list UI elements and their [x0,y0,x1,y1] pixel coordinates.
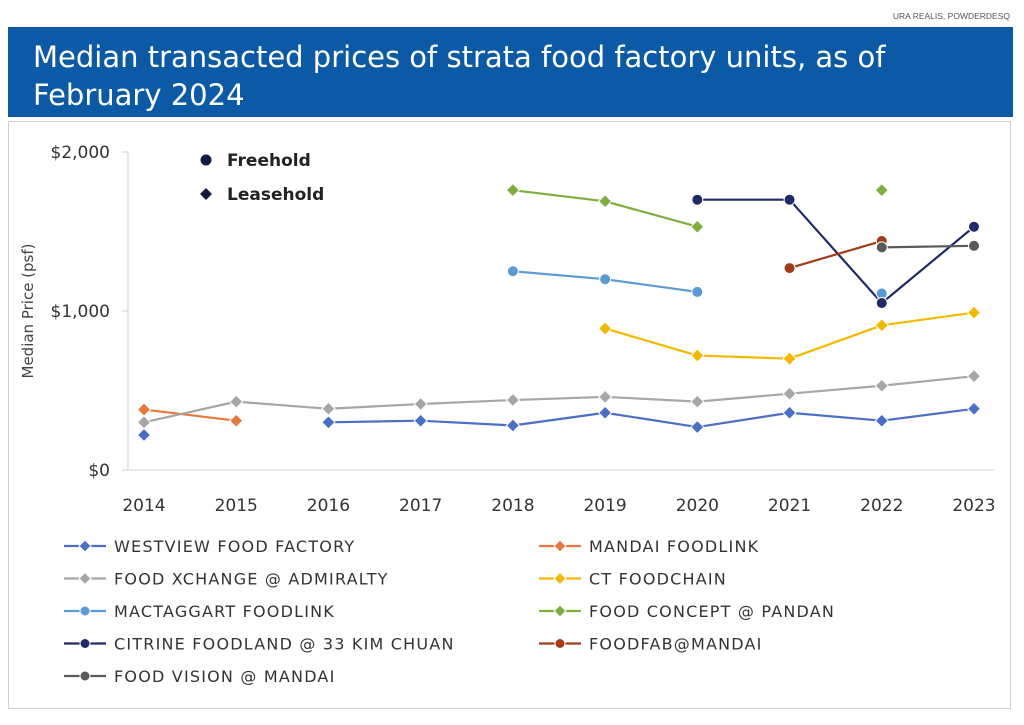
point-westview-food-factory [597,405,613,420]
legend-label-ct-foodchain: CT FOODCHAIN [589,570,727,589]
legend-marker-citrine-foodland-33-kim-chuan [79,638,91,649]
point-food-xchange-admiralty [136,415,152,430]
leasehold-marker-icon [200,188,212,200]
legend-label-mactaggart-foodlink: MACTAGGART FOODLINK [114,602,335,621]
legend-label-foodfab-mandai: FOODFAB@MANDAI [589,635,763,654]
legend-marker-ct-foodchain [553,571,567,586]
point-mactaggart-foodlink [506,265,519,278]
point-ct-foodchain [690,348,705,363]
series-line-westview-food-factory [328,407,975,429]
point-food-xchange-admiralty [874,378,889,393]
point-westview-food-factory [874,413,889,428]
freehold-label: Freehold [227,151,311,171]
point-mactaggart-foodlink [599,273,612,286]
point-citrine-foodland-33-kim-chuan [691,193,704,206]
x-tick-label: 2018 [491,496,534,516]
series-line-mandai-foodlink [143,408,237,422]
point-westview-food-factory [966,401,982,416]
point-citrine-foodland-33-kim-chuan [875,297,888,310]
point-food-xchange-admiralty [229,394,244,409]
point-ct-foodchain [782,351,797,366]
legend-label-food-xchange-admiralty: FOOD XCHANGE @ ADMIRALTY [114,570,389,589]
point-ct-foodchain [597,321,613,336]
legend-marker-food-vision-mandai [79,670,91,682]
line-chart: $0 $1,000 $2,000 2014 2015 2016 2017 2018 2019 20… [19,143,996,686]
point-food-xchange-admiralty [321,401,336,416]
point-citrine-foodland-33-kim-chuan [783,193,796,206]
series-line-food-xchange-admiralty [143,375,975,424]
x-tick-label: 2022 [860,496,903,516]
point-mactaggart-foodlink [691,285,704,298]
series-line-food-vision-mandai [881,244,975,249]
point-westview-food-factory [782,405,797,420]
chart-title: Median transacted prices of strata food … [33,40,886,112]
point-food-concept-pandan [874,182,889,198]
x-tick-label: 2014 [122,496,165,516]
point-westview-food-factory [690,419,705,435]
freehold-marker-icon [200,154,212,166]
point-food-xchange-admiralty [690,394,705,409]
y-tick-label: $1,000 [51,302,110,322]
title-banner: Median transacted prices of strata food … [8,27,1013,117]
point-food-xchange-admiralty [597,389,613,405]
point-food-concept-pandan [597,194,613,209]
legend-label-citrine-foodland-33-kim-chuan: CITRINE FOODLAND @ 33 KIM CHUAN [114,635,455,654]
point-food-concept-pandan [505,182,521,198]
legend-marker-mandai-foodlink [553,539,567,553]
point-citrine-foodland-33-kim-chuan [968,220,980,233]
point-food-xchange-admiralty [782,386,797,401]
x-tick-label: 2017 [399,496,442,516]
x-tick-label: 2016 [307,496,350,516]
point-food-concept-pandan [690,219,705,234]
point-food-xchange-admiralty [966,368,982,384]
legend-label-westview-food-factory: WESTVIEW FOOD FACTORY [114,537,355,556]
legend-marker-foodfab-mandai [554,638,566,649]
source-credit: URA REALIS, POWDERDESQ [892,11,1010,21]
point-ct-foodchain [874,318,889,333]
x-tick-label: 2019 [583,496,626,516]
point-food-xchange-admiralty [505,392,521,408]
point-mandai-foodlink [136,402,152,417]
legend-marker-mactaggart-foodlink [79,605,91,617]
point-westview-food-factory [413,413,428,428]
legend-label-food-vision-mandai: FOOD VISION @ MANDAI [114,667,336,686]
legend-marker-food-xchange-admiralty [78,571,92,586]
x-tick-label: 2015 [215,496,258,516]
y-tick-label: $2,000 [51,143,110,163]
legend-marker-food-concept-pandan [553,604,567,618]
point-westview-food-factory [505,418,521,433]
legend-marker-westview-food-factory [78,539,92,553]
x-tick-label: 2021 [768,496,811,516]
point-food-vision-mandai [968,239,980,252]
legend-label-food-concept-pandan: FOOD CONCEPT @ PANDAN [589,602,835,621]
y-axis-title: Median Price (psf) [19,243,37,378]
point-westview-food-factory [321,415,336,430]
legend-label-mandai-foodlink: MANDAI FOODLINK [589,537,759,556]
y-tick-label: $0 [88,461,110,481]
chart-panel: $0 $1,000 $2,000 2014 2015 2016 2017 2018 2019 20… [8,121,1011,709]
point-ct-foodchain [966,305,982,320]
x-tick-label: 2020 [676,496,719,516]
point-foodfab-mandai [783,262,796,275]
series-line-foodfab-mandai [789,239,883,270]
x-tick-label: 2023 [952,496,995,516]
leasehold-label: Leasehold [227,185,324,205]
point-mandai-foodlink [229,413,244,428]
series-line-citrine-foodland-33-kim-chuan [697,198,975,305]
point-food-vision-mandai [875,241,888,254]
point-food-xchange-admiralty [413,396,428,412]
point-westview-food-factory [136,427,152,443]
